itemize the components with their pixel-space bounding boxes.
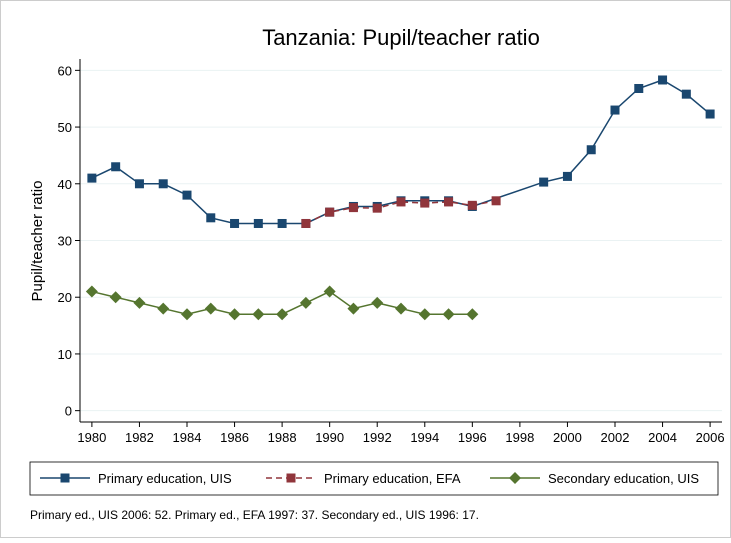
data-point: [230, 218, 240, 228]
data-point: [228, 308, 241, 321]
legend-marker: [286, 473, 296, 483]
x-tick-label: 2006: [696, 430, 725, 445]
x-tick-label: 1988: [268, 430, 297, 445]
note: Primary ed., UIS 2006: 52. Primary ed., …: [30, 508, 479, 522]
data-point: [491, 196, 501, 206]
data-point: [253, 218, 263, 228]
data-point: [299, 296, 312, 309]
y-axis-label: Pupil/teacher ratio: [29, 181, 46, 302]
legend-marker: [60, 473, 70, 483]
data-point: [157, 302, 170, 315]
data-point: [658, 75, 668, 85]
x-tick-label: 1986: [220, 430, 249, 445]
data-point: [204, 302, 217, 315]
data-point: [444, 197, 454, 207]
x-tick-label: 1982: [125, 430, 154, 445]
data-point: [87, 173, 97, 183]
legend-marker: [509, 472, 521, 484]
data-point: [610, 105, 620, 115]
data-point: [634, 83, 644, 93]
data-point: [348, 203, 358, 213]
x-tick-label: 1998: [505, 430, 534, 445]
data-point: [420, 198, 430, 208]
data-point: [323, 285, 336, 298]
data-point: [111, 162, 121, 172]
data-point: [206, 213, 216, 223]
data-point: [276, 308, 289, 321]
data-point: [109, 291, 122, 304]
data-point: [586, 145, 596, 155]
y-tick-label: 10: [58, 347, 72, 362]
data-point: [371, 296, 384, 309]
legend-box: [29, 461, 719, 496]
x-tick-label: 1980: [77, 430, 106, 445]
x-tick-label: 1996: [458, 430, 487, 445]
data-point: [85, 285, 98, 298]
y-tick-label: 0: [65, 404, 72, 419]
series-line: [305, 200, 497, 225]
data-point: [442, 308, 455, 321]
y-tick-label: 30: [58, 234, 72, 249]
data-point: [562, 171, 572, 181]
data-point: [372, 203, 382, 213]
data-point: [134, 179, 144, 189]
data-point: [396, 197, 406, 207]
data-point: [347, 302, 360, 315]
y-tick-label: 40: [58, 177, 72, 192]
legend-label: Secondary education, UIS: [548, 471, 699, 486]
data-point: [277, 218, 287, 228]
legend-label: Primary education, UIS: [98, 471, 232, 486]
data-point: [418, 308, 431, 321]
data-point: [158, 179, 168, 189]
data-point: [181, 308, 193, 321]
data-point: [182, 190, 192, 200]
x-tick-label: 1994: [410, 430, 439, 445]
y-tick-label: 50: [58, 120, 72, 135]
x-tick-label: 1984: [173, 430, 202, 445]
data-point: [395, 302, 407, 315]
chart-title: Tanzania: Pupil/teacher ratio: [262, 25, 540, 50]
y-tick-label: 20: [58, 290, 72, 305]
data-point: [681, 89, 691, 99]
data-point: [466, 308, 479, 321]
data-point: [301, 218, 311, 228]
x-tick-label: 2004: [648, 430, 677, 445]
data-point: [133, 296, 146, 309]
x-tick-label: 1992: [363, 430, 392, 445]
x-tick-label: 1990: [315, 430, 344, 445]
y-tick-label: 60: [58, 63, 72, 78]
data-point: [325, 207, 335, 217]
data-point: [539, 177, 549, 187]
data-point: [705, 109, 715, 119]
x-tick-label: 2000: [553, 430, 582, 445]
x-tick-label: 2002: [601, 430, 630, 445]
data-point: [252, 308, 265, 321]
legend-label: Primary education, EFA: [324, 471, 461, 486]
data-point: [467, 200, 477, 210]
